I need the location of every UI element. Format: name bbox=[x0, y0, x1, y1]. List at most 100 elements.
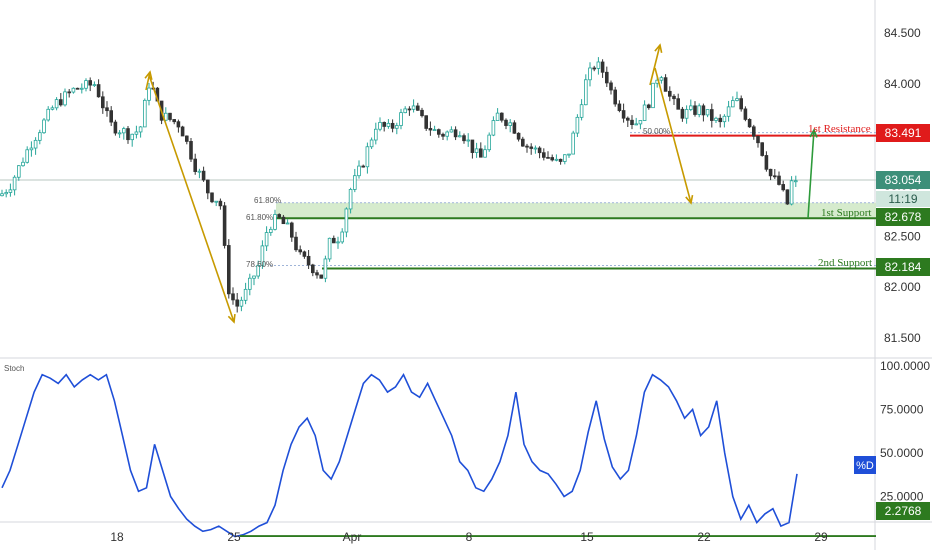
candle-body bbox=[756, 135, 760, 144]
candle-body bbox=[668, 90, 672, 97]
candle-body bbox=[340, 231, 344, 243]
candle-body bbox=[676, 98, 680, 110]
time-tick-label: 18 bbox=[110, 530, 124, 544]
candle-body bbox=[722, 115, 727, 123]
candle-body bbox=[436, 129, 441, 135]
bounce-arrow-head bbox=[809, 128, 818, 138]
candle-body bbox=[647, 104, 651, 109]
candle-body bbox=[63, 91, 67, 106]
candle-body bbox=[537, 147, 542, 154]
support-2-label: 2nd Support bbox=[818, 257, 872, 269]
rise-arrow-1-head bbox=[144, 70, 153, 80]
candle-body bbox=[378, 122, 382, 130]
candle-body bbox=[46, 108, 50, 121]
time-tick-label: 25 bbox=[227, 530, 241, 544]
candle-body bbox=[105, 107, 109, 112]
candle-body bbox=[542, 152, 546, 158]
candle-body bbox=[361, 165, 365, 168]
candle-body bbox=[718, 117, 722, 123]
candle-body bbox=[592, 67, 596, 70]
candle-body bbox=[726, 106, 731, 117]
candle-body bbox=[626, 117, 630, 121]
candle-body bbox=[642, 104, 647, 121]
candle-body bbox=[768, 168, 773, 177]
current-price-badge bbox=[876, 171, 930, 189]
candle-body bbox=[12, 176, 17, 191]
candle-body bbox=[382, 122, 386, 127]
candle-body bbox=[651, 82, 655, 109]
candle-body bbox=[453, 129, 458, 138]
candle-body bbox=[369, 139, 374, 148]
candle-body bbox=[466, 139, 470, 142]
candle-body bbox=[563, 154, 567, 162]
resistance-price-badge bbox=[876, 124, 930, 142]
candle-body bbox=[760, 142, 764, 156]
support-2-price-text: 82.184 bbox=[885, 260, 922, 274]
candle-body bbox=[403, 108, 407, 114]
candle-body bbox=[432, 129, 437, 132]
stoch-title: Stoch bbox=[4, 364, 24, 373]
candle-body bbox=[71, 87, 76, 93]
candle-body bbox=[285, 222, 290, 225]
candle-body bbox=[260, 245, 265, 266]
candle-body bbox=[92, 84, 97, 86]
candle-body bbox=[701, 105, 706, 116]
candle-body bbox=[205, 179, 210, 194]
candle-body bbox=[521, 138, 525, 147]
countdown-badge bbox=[876, 191, 930, 207]
candle-body bbox=[298, 249, 302, 253]
candle-body bbox=[184, 135, 189, 142]
candle-body bbox=[302, 251, 307, 257]
candle-body bbox=[428, 128, 433, 131]
time-tick-label: 29 bbox=[814, 530, 828, 544]
candle-body bbox=[525, 145, 529, 148]
candle-body bbox=[478, 148, 483, 158]
candle-body bbox=[462, 135, 466, 142]
candle-body bbox=[54, 99, 59, 109]
countdown-text: 11:19 bbox=[888, 192, 917, 206]
fib-label-3: 78.60% bbox=[246, 260, 273, 269]
candle-body bbox=[672, 95, 676, 100]
candle-body bbox=[441, 133, 445, 137]
candle-body bbox=[8, 189, 13, 193]
drop-arrow-1 bbox=[148, 74, 235, 323]
candle-body bbox=[142, 99, 147, 128]
candle-body bbox=[474, 148, 479, 153]
bounce-arrow bbox=[807, 129, 815, 219]
candle-body bbox=[189, 141, 193, 160]
candle-body bbox=[373, 128, 378, 141]
candle-body bbox=[634, 123, 638, 126]
candle-body bbox=[638, 120, 643, 125]
candle-body bbox=[277, 214, 281, 218]
candle-body bbox=[193, 158, 198, 172]
candle-body bbox=[470, 139, 475, 153]
candle-body bbox=[122, 128, 126, 134]
price-tick-label: 84.000 bbox=[884, 77, 921, 91]
candle-body bbox=[59, 99, 63, 106]
stoch-legend-badge bbox=[854, 456, 876, 474]
candle-body bbox=[147, 87, 151, 101]
candle-body bbox=[415, 105, 420, 111]
candle-body bbox=[529, 146, 533, 149]
candle-body bbox=[109, 110, 114, 123]
candle-body bbox=[567, 153, 571, 156]
stoch-tick-label: 100.0000 bbox=[880, 359, 930, 373]
candle-body bbox=[126, 128, 130, 141]
candle-body bbox=[75, 87, 80, 90]
candle-body bbox=[348, 189, 353, 210]
candle-body bbox=[168, 112, 172, 120]
candle-body bbox=[319, 274, 323, 279]
candle-body bbox=[264, 232, 269, 247]
candle-body bbox=[344, 208, 349, 233]
candle-body bbox=[235, 299, 240, 307]
candle-body bbox=[546, 156, 550, 159]
candle-body bbox=[294, 236, 298, 251]
candle-body bbox=[386, 122, 391, 127]
candle-body bbox=[596, 61, 601, 69]
stoch-legend-text: %D bbox=[856, 460, 874, 472]
time-tick-label: 8 bbox=[466, 530, 473, 544]
candle-body bbox=[575, 116, 580, 134]
candle-body bbox=[613, 89, 617, 105]
candle-body bbox=[172, 119, 177, 123]
candle-body bbox=[407, 108, 412, 111]
